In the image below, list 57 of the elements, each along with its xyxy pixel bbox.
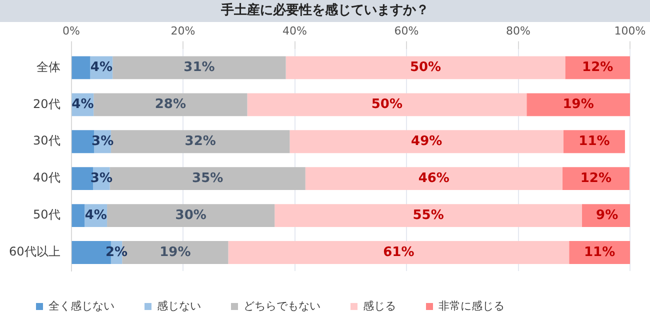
- x-tick-label: 60%: [394, 24, 419, 38]
- bar: [72, 56, 90, 80]
- data-label: 49%: [411, 134, 442, 149]
- x-tick-label: 80%: [506, 24, 530, 38]
- data-label: 3%: [92, 134, 114, 149]
- y-tick-label: 20代: [32, 96, 60, 111]
- legend-label: 非常に感じる: [438, 299, 504, 312]
- data-label: 12%: [580, 170, 612, 186]
- bar: [107, 204, 275, 228]
- data-label: 32%: [184, 134, 216, 149]
- y-tick-label: 30代: [32, 134, 60, 148]
- legend-label: 全く感じない: [48, 299, 114, 312]
- data-label: 19%: [160, 244, 191, 260]
- data-label: 50%: [371, 97, 403, 112]
- data-label: 3%: [90, 170, 112, 186]
- data-label: 11%: [578, 134, 610, 149]
- data-label: 19%: [562, 97, 594, 112]
- data-label: 4%: [72, 97, 94, 112]
- y-tick-label: 50代: [32, 208, 60, 222]
- data-label: 12%: [582, 60, 614, 76]
- data-label: 30%: [175, 208, 206, 223]
- data-label: 46%: [418, 170, 450, 186]
- data-label: 4%: [84, 208, 107, 223]
- legend-label: どちらでもない: [244, 299, 320, 312]
- x-tick-label: 0%: [62, 24, 80, 38]
- data-label: 11%: [584, 244, 616, 260]
- bar: [72, 204, 85, 228]
- x-tick-label: 100%: [614, 24, 646, 38]
- data-label: 61%: [383, 244, 414, 260]
- data-label: 4%: [90, 60, 112, 76]
- bar: [112, 56, 286, 80]
- bar: [562, 167, 630, 190]
- bar: [526, 93, 630, 116]
- x-tick-label: 20%: [170, 24, 196, 38]
- bar: [247, 93, 527, 116]
- bar: [290, 130, 564, 154]
- bar: [286, 56, 566, 80]
- data-label: 31%: [184, 60, 215, 76]
- data-label: 55%: [412, 208, 444, 223]
- bar: [305, 167, 562, 190]
- data-label: 9%: [596, 208, 618, 223]
- data-label: 28%: [154, 97, 186, 112]
- bar: [94, 93, 248, 116]
- data-label: 35%: [192, 170, 224, 186]
- y-tick-label: 40代: [32, 170, 60, 185]
- bar: [569, 241, 630, 264]
- chart-title: 手土産に必要性を感じていますか？: [0, 0, 650, 22]
- y-tick-label: 全体: [36, 60, 60, 74]
- x-tick-label: 40%: [282, 24, 307, 38]
- data-label: 2%: [105, 244, 128, 260]
- bar: [564, 130, 625, 154]
- bar: [228, 241, 570, 264]
- legend-label: 感じる: [363, 299, 396, 312]
- y-tick-label: 60代以上: [8, 244, 60, 259]
- legend-label: 感じない: [157, 299, 201, 312]
- data-label: 50%: [410, 60, 442, 76]
- bar: [565, 56, 630, 80]
